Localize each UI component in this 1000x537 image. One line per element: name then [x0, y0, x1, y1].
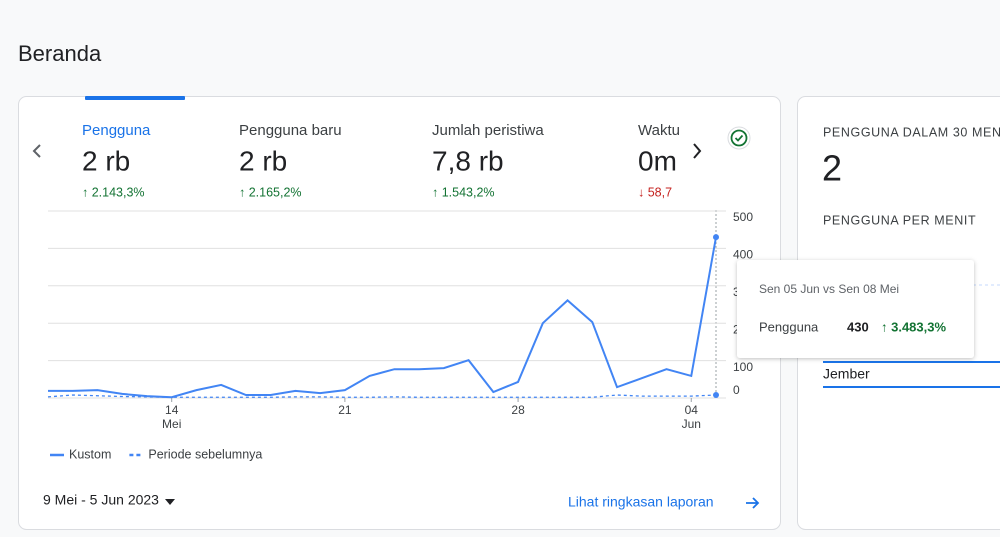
realtime-value: 2	[822, 148, 842, 189]
metric-value: 7,8 rb	[432, 145, 504, 176]
tab-indicator	[85, 96, 185, 100]
legend-label: Kustom	[69, 447, 111, 461]
metric-change: ↑ 2.165,2%	[239, 185, 302, 199]
tooltip-value: 430	[847, 319, 869, 334]
metric-label: Jumlah peristiwa	[432, 122, 544, 139]
series-line	[48, 237, 717, 399]
date-range[interactable]: 9 Mei - 5 Jun 2023	[43, 492, 159, 508]
metric-value: 0m	[638, 145, 677, 176]
city-bar	[823, 361, 1000, 363]
prev-arrow[interactable]	[32, 144, 41, 158]
next-arrow[interactable]	[693, 143, 702, 159]
link-arrow	[746, 497, 760, 509]
metric-label: Pengguna baru	[239, 122, 342, 139]
legend-label: Periode sebelumnya	[148, 447, 262, 461]
hover-point	[713, 234, 719, 241]
check-icon	[730, 129, 748, 147]
tooltip-box	[737, 260, 974, 358]
metric-change: ↑ 1.543,2%	[432, 185, 495, 199]
check-mark	[734, 134, 744, 142]
realtime-title: PENGGUNA DALAM 30 MEN	[823, 125, 1000, 139]
metric-label: Pengguna	[82, 122, 151, 139]
dropdown-icon[interactable]	[165, 499, 175, 505]
metric-change: ↓ 58,7	[638, 185, 672, 199]
city-label: Jember	[823, 366, 870, 382]
x-tick-sublabel: Mei	[162, 417, 181, 431]
x-tick-label: 04	[685, 403, 699, 417]
x-tick-label: 28	[511, 403, 525, 417]
x-tick-label: 14	[165, 403, 179, 417]
metric-change: ↑ 2.143,3%	[82, 185, 145, 199]
page-title: Beranda	[18, 41, 102, 66]
hover-point	[713, 392, 719, 399]
tooltip-metric: Pengguna	[759, 319, 819, 334]
x-tick-label: 21	[338, 403, 352, 417]
city-bar	[823, 386, 1000, 388]
tooltip-title: Sen 05 Jun vs Sen 08 Mei	[759, 282, 899, 296]
metric-value: 2 rb	[82, 145, 130, 176]
tooltip: Sen 05 Jun vs Sen 08 Mei Pengguna 430 ↑ …	[737, 260, 974, 358]
metrics: Pengguna 2 rb ↑ 2.143,3% Pengguna baru 2 rb ↑…	[82, 122, 680, 199]
y-tick-label: 100	[733, 360, 753, 374]
y-tick-label: 500	[733, 210, 753, 224]
realtime-subtitle: PENGGUNA PER MENIT	[823, 213, 976, 227]
x-tick-sublabel: Jun	[682, 417, 701, 431]
y-tick-label: 400	[733, 248, 753, 262]
metric-value: 2 rb	[239, 145, 287, 176]
y-tick-label: 0	[733, 383, 740, 397]
tooltip-change: ↑ 3.483,3%	[881, 319, 946, 334]
metric-label: Waktu	[638, 122, 680, 139]
report-link[interactable]: Lihat ringkasan laporan	[568, 494, 714, 510]
